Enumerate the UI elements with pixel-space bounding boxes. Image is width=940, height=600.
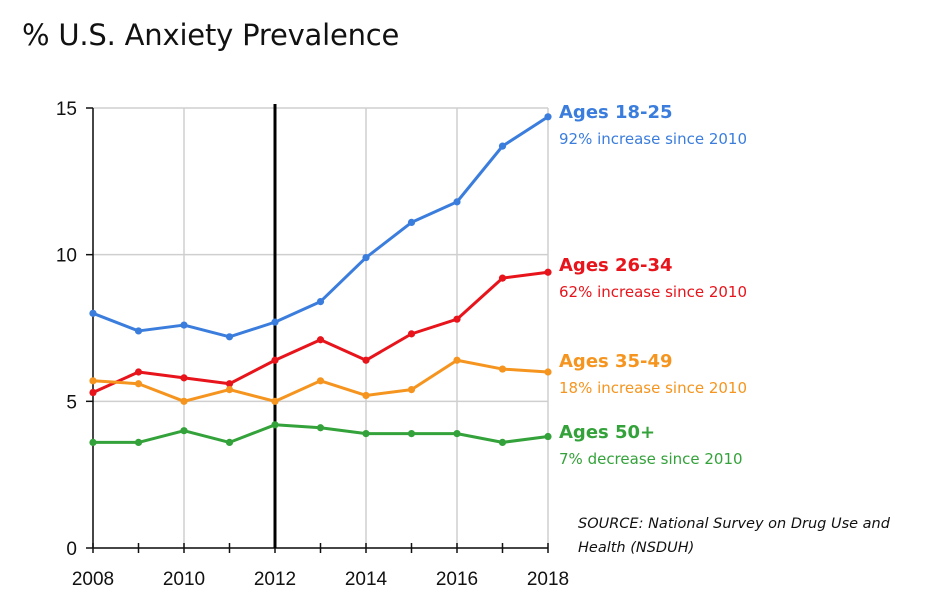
data-point-s1-2014 (362, 356, 370, 364)
data-point-s0-2018 (544, 113, 552, 121)
data-point-s1-2018 (544, 268, 552, 276)
data-point-s2-2008 (89, 377, 97, 385)
data-point-s1-2013 (316, 336, 325, 344)
series-label-3: Ages 50+ (559, 422, 655, 443)
series-annotation-1: 62% increase since 2010 (559, 283, 747, 301)
series-annotation-2: 18% increase since 2010 (559, 379, 747, 397)
series-annotation-3: 7% decrease since 2010 (559, 450, 743, 468)
x-tick-label-2014: 2014 (345, 569, 388, 590)
data-point-s0-2015 (407, 218, 416, 226)
data-point-s0-2011 (225, 333, 234, 341)
data-point-s1-2011 (225, 380, 234, 388)
data-point-s3-2016 (453, 430, 461, 438)
series-line-1 (91, 270, 550, 395)
data-point-s2-2014 (362, 391, 370, 400)
data-point-s3-2008 (89, 438, 97, 446)
data-point-s2-2011 (225, 386, 234, 394)
data-point-s0-2017 (498, 142, 507, 150)
data-point-s2-2018 (544, 368, 552, 376)
y-tick-label-0: 0 (66, 539, 77, 560)
data-point-s1-2016 (453, 315, 461, 323)
data-point-s3-2014 (362, 430, 370, 438)
data-point-s0-2013 (316, 298, 325, 306)
data-point-s0-2012 (271, 318, 279, 326)
data-point-s3-2010 (180, 427, 188, 435)
y-tick-label-5: 5 (66, 392, 77, 413)
data-point-s3-2013 (316, 424, 325, 432)
data-point-s3-2017 (498, 438, 507, 446)
series-label-2: Ages 35-49 (559, 351, 673, 372)
data-point-s2-2010 (180, 397, 188, 405)
data-point-s2-2012 (271, 397, 279, 405)
data-point-s3-2018 (544, 432, 552, 441)
series-label-1: Ages 26-34 (559, 255, 673, 276)
data-point-s3-2011 (225, 438, 234, 446)
data-point-s1-2008 (89, 388, 97, 397)
y-tick-label-10: 10 (56, 246, 77, 267)
data-point-s2-2017 (498, 365, 507, 373)
data-point-s0-2008 (89, 309, 97, 317)
data-point-s1-2009 (134, 368, 143, 376)
x-tick-label-2016: 2016 (436, 569, 478, 590)
data-point-s2-2015 (407, 386, 416, 394)
data-point-s3-2015 (407, 430, 416, 438)
data-point-s0-2010 (180, 321, 188, 329)
data-point-s1-2010 (180, 374, 188, 382)
data-point-s0-2014 (362, 254, 370, 262)
source-note: SOURCE: National Survey on Drug Use and … (578, 516, 890, 556)
data-point-s2-2016 (453, 356, 461, 364)
data-point-s1-2017 (498, 274, 507, 282)
data-point-s3-2012 (271, 421, 279, 429)
x-tick-label-2018: 2018 (527, 569, 569, 590)
x-tick-label-2010: 2010 (163, 569, 205, 590)
data-point-s2-2009 (134, 380, 143, 388)
x-tick-label-2008: 2008 (72, 569, 114, 590)
data-point-s1-2012 (271, 356, 279, 364)
data-point-s3-2009 (134, 438, 143, 446)
series-annotation-0: 92% increase since 2010 (559, 130, 747, 148)
series-label-0: Ages 18-25 (559, 102, 673, 123)
x-tick-label-2012: 2012 (254, 569, 296, 590)
data-point-s1-2015 (407, 330, 416, 338)
data-point-s2-2013 (316, 377, 325, 385)
y-tick-label-15: 15 (56, 99, 77, 120)
chart-title: % U.S. Anxiety Prevalence (22, 18, 400, 52)
data-point-s0-2009 (134, 327, 143, 335)
data-point-s0-2016 (453, 198, 461, 206)
